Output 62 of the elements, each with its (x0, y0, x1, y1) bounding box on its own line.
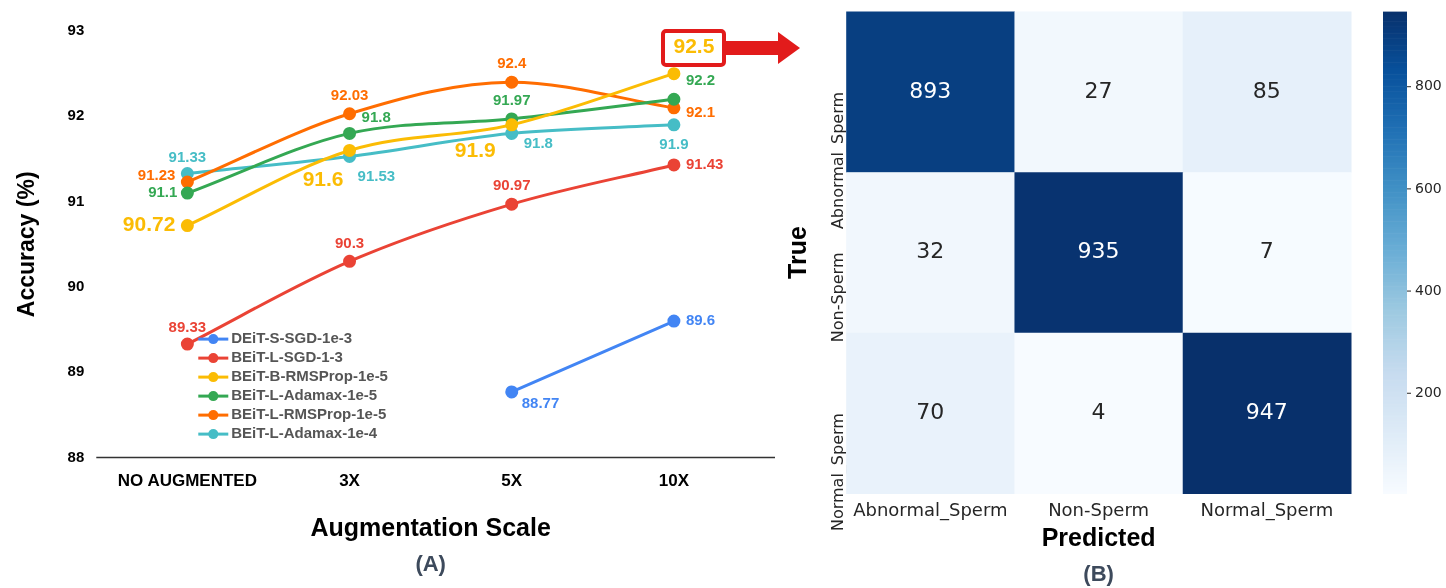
legend-label: DEiT-S-SGD-1e-3 (231, 329, 353, 347)
data-label: 91.43 (685, 155, 724, 173)
y-tick-label: 92 (67, 106, 85, 124)
legend-label: BEiT-L-Adamax-1e-4 (231, 424, 378, 442)
text: (A) (415, 551, 446, 577)
data-label: 70 (916, 398, 945, 424)
data-label: 27 (1084, 77, 1113, 103)
legend-label: BEiT-L-SGD-1-3 (231, 348, 343, 366)
color-bar-label: 200 (1415, 383, 1442, 400)
data-label: 91.97 (492, 91, 531, 109)
data-label: 91.33 (168, 147, 207, 165)
color-bar-label: 800 (1415, 77, 1442, 94)
x-tick-label: Abnormal_Sperm (853, 498, 1008, 521)
data-label: 32 (916, 238, 945, 264)
y-axis-title: Accuracy (%) (13, 171, 40, 318)
x-axis-title: Augmentation Scale (310, 512, 551, 541)
data-label: 88.77 (521, 394, 560, 412)
data-label: 92.5 (673, 34, 715, 58)
data-label: 91.8 (523, 133, 553, 151)
y-tick-label: 88 (67, 447, 85, 465)
data-label: 92.4 (497, 54, 527, 72)
data-label: 91.9 (659, 134, 689, 152)
y-tick-label: 93 (67, 21, 85, 39)
color-bar-label: 600 (1415, 179, 1442, 196)
y-tick-label: 90 (67, 277, 85, 295)
x-tick-label: 3X (339, 471, 361, 491)
y-axis-title: True (782, 226, 811, 279)
data-label: 91.53 (357, 166, 396, 184)
data-label: 91.23 (137, 166, 176, 184)
data-label: 91.8 (361, 107, 391, 125)
legend-label: BEiT-L-Adamax-1e-5 (231, 386, 378, 404)
data-label: 91.9 (454, 137, 496, 161)
x-tick-label: 5X (501, 471, 523, 491)
data-label: 92.2 (685, 71, 716, 89)
x-axis-title: Predicted (1041, 522, 1156, 551)
x-tick-label: Normal_Sperm (1200, 498, 1334, 521)
data-label: 893 (909, 77, 952, 103)
text: (B) (1083, 561, 1114, 587)
data-label: 92.1 (685, 102, 716, 120)
legend-label: BEiT-L-RMSProp-1e-5 (231, 405, 387, 423)
data-label: 90.72 (122, 212, 176, 236)
data-label: 85 (1252, 77, 1281, 103)
x-tick-label: NO AUGMENTED (117, 471, 257, 491)
x-tick-label: 10X (658, 471, 690, 491)
color-bar-label: 400 (1415, 281, 1442, 298)
data-label: 947 (1245, 398, 1288, 424)
y-tick-label: 91 (67, 191, 85, 209)
data-label: 89.6 (685, 311, 716, 329)
data-label: 91.1 (148, 183, 178, 201)
data-label: 90.97 (492, 176, 531, 194)
data-label: 92.03 (330, 85, 369, 103)
data-label: 4 (1091, 398, 1106, 424)
y-tick-label: 89 (67, 362, 85, 380)
legend-label: BEiT-B-RMSProp-1e-5 (231, 367, 388, 385)
data-label: 7 (1259, 238, 1274, 264)
data-label: 89.33 (168, 318, 207, 336)
y-tick-label: Non-Sperm (828, 252, 848, 343)
data-label: 91.6 (302, 167, 344, 191)
data-label: 935 (1077, 238, 1120, 264)
data-label: 90.3 (334, 233, 365, 251)
x-tick-label: Non-Sperm (1048, 498, 1150, 520)
y-tick-label: Abnormal_Sperm (828, 91, 849, 230)
